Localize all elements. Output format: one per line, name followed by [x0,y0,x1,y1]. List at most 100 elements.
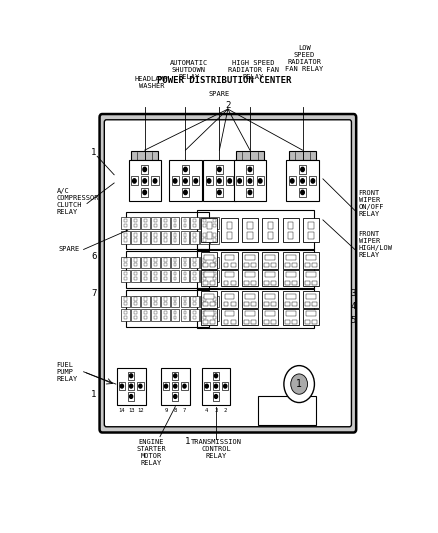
Bar [174,277,177,280]
Bar [289,176,296,185]
Circle shape [184,167,187,172]
Bar [222,382,228,390]
Bar [305,320,310,324]
Bar [184,238,186,241]
Bar [213,392,219,400]
Bar [203,302,206,305]
Bar [174,302,177,305]
Bar [213,311,216,314]
Bar [210,309,219,321]
Circle shape [311,179,314,183]
Bar [164,263,166,266]
Bar [201,368,230,405]
Bar [124,238,127,241]
Bar [308,222,314,229]
Bar [184,272,186,275]
Bar [203,316,206,319]
Bar [203,219,206,222]
Bar [203,297,206,301]
Circle shape [301,179,304,183]
Circle shape [174,374,177,378]
Bar [216,165,223,174]
Bar [124,263,127,266]
Bar [171,296,180,307]
Bar [131,176,138,185]
Bar [134,259,137,262]
Bar [272,280,276,285]
Bar [180,309,189,321]
Bar [262,270,279,286]
Bar [222,309,238,325]
Bar [216,188,223,197]
Bar [242,270,258,286]
Bar [144,277,147,280]
Text: 8: 8 [173,408,177,413]
Circle shape [301,190,304,195]
Bar [154,311,157,314]
Bar [154,316,157,319]
Bar [174,219,177,222]
Bar [197,249,314,289]
Bar [213,277,216,280]
Bar [180,257,189,268]
Bar [191,309,199,321]
Bar [203,302,208,306]
Bar [309,176,316,185]
Bar [174,311,177,314]
Bar [262,252,279,269]
Bar [164,238,166,241]
Text: 1: 1 [91,390,96,399]
Bar [117,368,145,405]
Bar [121,270,130,281]
Bar [210,320,215,324]
Bar [225,255,234,260]
Text: POWER DISTRIBUTION CENTER: POWER DISTRIBUTION CENTER [157,76,292,85]
Circle shape [215,394,218,398]
Bar [144,259,147,262]
Bar [286,160,319,201]
Bar [210,217,219,229]
Bar [154,263,157,266]
Bar [242,252,258,269]
Bar [164,224,166,227]
Bar [205,176,212,185]
Bar [164,277,166,280]
Bar [134,219,137,222]
Bar [164,316,166,319]
Bar [286,311,296,316]
Bar [245,255,255,260]
Bar [171,231,180,244]
Text: 7: 7 [91,289,96,298]
Bar [213,263,216,266]
Bar [264,263,269,268]
Bar [134,316,137,319]
Bar [203,160,236,201]
Bar [245,311,255,316]
Bar [151,309,160,321]
Text: 9: 9 [164,408,167,413]
FancyBboxPatch shape [104,120,351,427]
Bar [144,311,147,314]
Bar [236,151,264,160]
Bar [171,257,180,268]
Bar [203,233,206,237]
Bar [227,222,232,229]
Bar [126,251,209,288]
Text: ENGINE
STARTER
MOTOR
RELAY: ENGINE STARTER MOTOR RELAY [137,440,166,466]
Bar [171,217,180,229]
Bar [193,238,196,241]
Bar [144,233,147,237]
Bar [163,382,169,390]
Bar [182,188,189,197]
Bar [126,289,209,327]
Circle shape [174,394,177,398]
Circle shape [130,394,133,398]
Text: FRONT
WIPER
HIGH/LOW
RELAY: FRONT WIPER HIGH/LOW RELAY [359,231,392,258]
Bar [213,259,216,262]
Circle shape [218,167,221,172]
Bar [201,309,217,325]
Bar [244,320,249,324]
Bar [203,277,206,280]
Bar [203,259,206,262]
Circle shape [205,384,208,388]
